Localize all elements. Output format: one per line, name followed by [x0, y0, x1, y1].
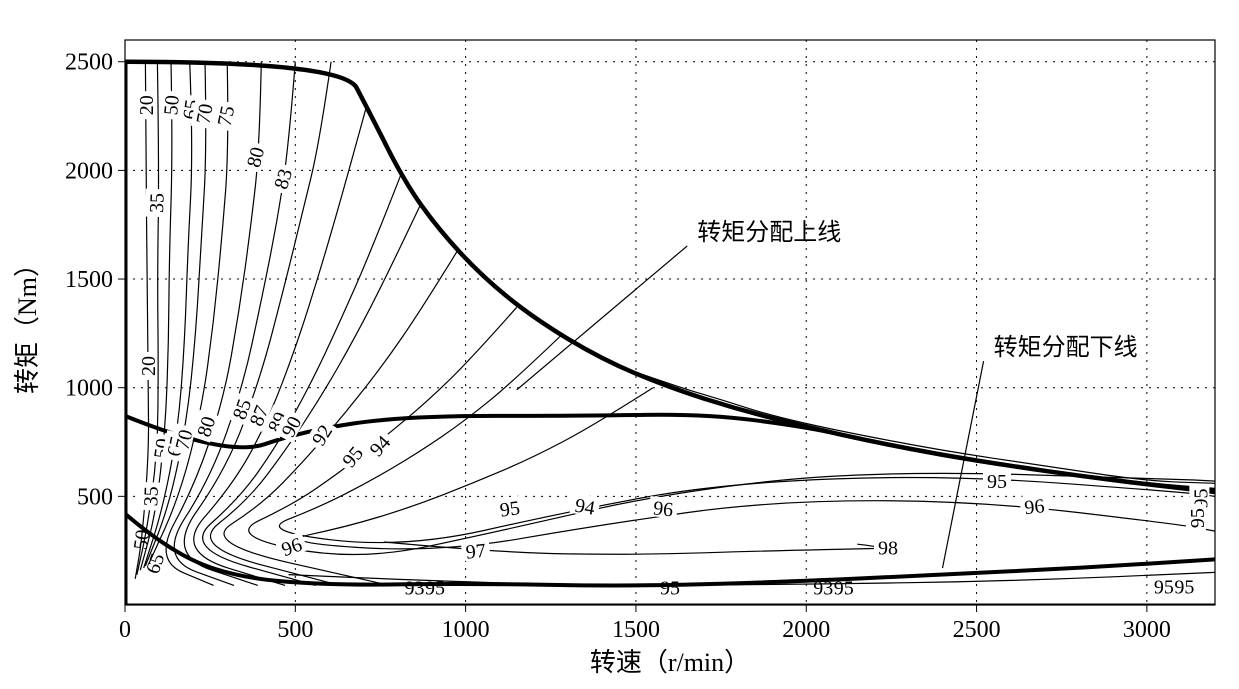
contour-label-bottom: 93 [405, 578, 425, 600]
chart-svg: 2020353550506565707075808083858789909294… [0, 0, 1239, 689]
y-tick-label: 1000 [65, 376, 113, 402]
x-tick-label: 1500 [612, 617, 660, 643]
contour-label-96: 96 [1023, 495, 1045, 519]
contour-95-inner [619, 366, 1215, 483]
contour-label-95: 95 [338, 442, 368, 471]
x-tick-label: 0 [119, 617, 131, 643]
contour-label-20: 20 [138, 356, 160, 376]
lower-label: 转矩分配下线 [994, 334, 1138, 361]
torque-speed-contour-chart: 2020353550506565707075808083858789909294… [0, 0, 1239, 689]
contour-label-94: 94 [573, 495, 597, 520]
contour-label-bottom: 95 [834, 578, 854, 600]
contour-label-bottom: 95 [660, 578, 680, 600]
x-tick-label: 2000 [782, 617, 830, 643]
contour-label-95: 95 [498, 497, 521, 522]
upper-label: 转矩分配上线 [697, 219, 841, 246]
x-tick-label: 1000 [442, 617, 490, 643]
lower-leader [943, 361, 984, 568]
contour-label-95: 95 [987, 471, 1007, 493]
contour-label-35: 35 [140, 486, 163, 507]
contour-label-97: 97 [465, 540, 487, 564]
contour-label-bottom: 93 [813, 578, 833, 600]
contour-83 [174, 62, 295, 586]
contour-label-95: 95 [1187, 508, 1209, 528]
y-axis-label: 转矩（Nm） [13, 251, 42, 394]
y-tick-label: 2000 [65, 158, 113, 184]
x-tick-label: 500 [277, 617, 313, 643]
y-tick-label: 1500 [65, 267, 113, 293]
contour-90 [210, 203, 421, 584]
x-tick-label: 2500 [953, 617, 1001, 643]
x-tick-label: 3000 [1123, 617, 1171, 643]
contour-96 [300, 388, 1215, 549]
contour-label-35: 35 [146, 193, 169, 214]
upper-leader [517, 246, 688, 390]
contour-label-left: 50 [130, 528, 155, 551]
y-tick-label: 2500 [65, 50, 113, 76]
contour-label-bottom: 95 [1174, 577, 1194, 599]
contour-label-bottom: 95 [1154, 577, 1174, 599]
contour-label-98: 98 [878, 538, 898, 560]
contour-label-left: 65 [142, 551, 170, 577]
contour-97 [384, 542, 875, 554]
contour-label-20: 20 [136, 95, 158, 115]
contour-label-96: 96 [652, 497, 674, 521]
contour-85 [184, 62, 331, 586]
contour-label-bottom: 95 [425, 578, 445, 600]
contour-label-94: 94 [366, 432, 396, 462]
y-tick-label: 500 [77, 484, 113, 510]
x-axis-label: 转速（r/min） [590, 648, 750, 677]
